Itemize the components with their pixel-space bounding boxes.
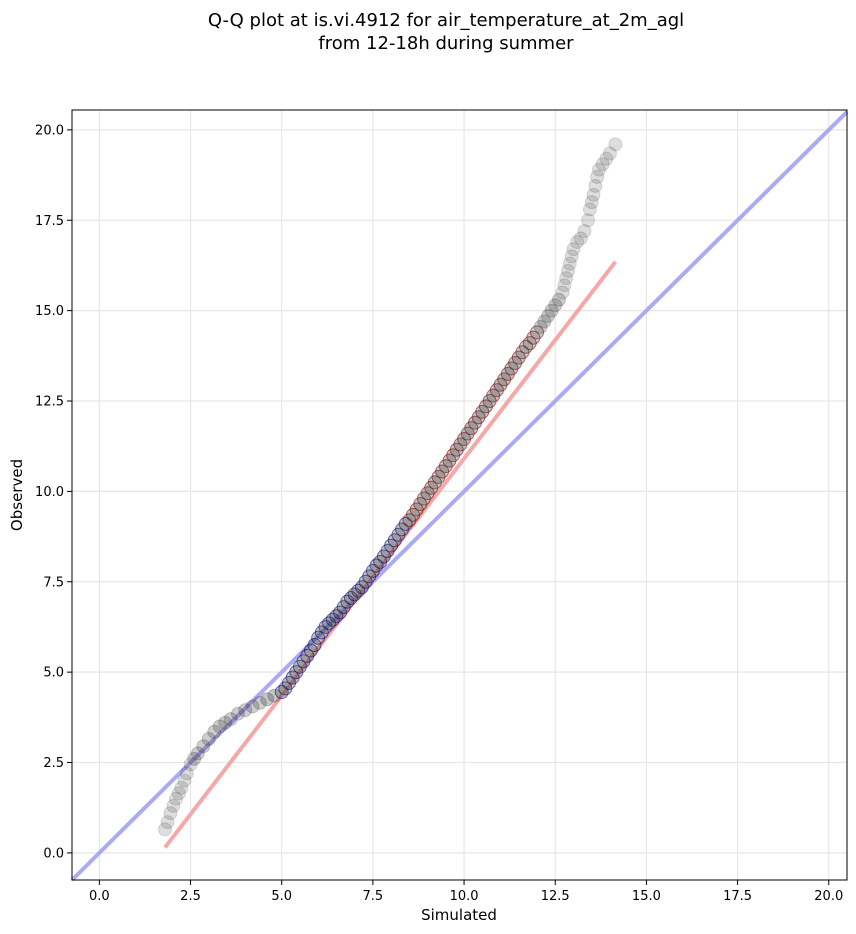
chart-title: Q-Q plot at is.vi.4912 for air_temperatu… <box>208 10 684 31</box>
qq-point <box>160 815 175 830</box>
qq-point <box>260 692 275 707</box>
scatter-points <box>158 137 623 837</box>
x-tick-label: 5.0 <box>271 889 292 904</box>
y-tick-label: 5.0 <box>43 666 64 681</box>
qq-point <box>183 757 198 772</box>
qq-point <box>559 271 574 286</box>
qq-point <box>590 169 605 184</box>
reference-line-group <box>70 110 849 882</box>
qq-point <box>561 263 575 278</box>
y-tick-label: 2.5 <box>43 756 64 771</box>
y-tick-label: 20.0 <box>35 123 64 138</box>
qq-point <box>540 309 555 324</box>
x-tick-label: 0.0 <box>89 889 110 904</box>
y-tick-label: 10.0 <box>35 485 64 500</box>
qq-point <box>592 162 606 177</box>
qq-point <box>562 256 577 271</box>
qq-point <box>252 695 267 710</box>
qq-point <box>174 780 189 795</box>
qq-point <box>307 638 322 653</box>
qq-point <box>230 706 245 721</box>
x-axis-label: Simulated <box>421 906 497 924</box>
qq-point <box>166 798 181 813</box>
qq-point <box>595 157 610 172</box>
qq-point <box>544 303 559 318</box>
one-to-one-reference-line <box>70 110 849 882</box>
qq-point <box>196 739 211 754</box>
y-tick-label: 12.5 <box>35 395 64 410</box>
qq-point <box>218 715 233 730</box>
x-tick-label: 15.0 <box>632 889 661 904</box>
qq-point <box>557 278 572 293</box>
qq-point <box>179 766 194 781</box>
qq-point <box>207 724 222 739</box>
qq-point <box>201 732 216 747</box>
qq-point <box>187 751 202 766</box>
y-axis-label: Observed <box>8 459 26 531</box>
qq-point <box>168 791 183 806</box>
y-tick-label: 17.5 <box>35 214 64 229</box>
qq-point <box>551 292 566 307</box>
qq-point <box>548 298 563 313</box>
x-tick-label: 7.5 <box>363 889 384 904</box>
qq-point <box>566 242 581 257</box>
qq-point <box>564 249 579 264</box>
qq-point <box>245 699 260 714</box>
qq-point <box>582 202 597 217</box>
qq-point <box>581 213 596 228</box>
qq-point <box>588 178 603 193</box>
x-tick-label: 10.0 <box>450 889 479 904</box>
qq-point <box>555 285 570 300</box>
qq-point <box>599 151 614 166</box>
qq-point <box>586 187 601 202</box>
qq-point <box>238 703 253 718</box>
qq-point <box>584 195 599 210</box>
y-tick-label: 15.0 <box>35 304 64 319</box>
grid-lines <box>72 110 847 880</box>
axis-ticks: 0.0 2.5 5.0 7.5 10.0 12.5 15.0 17.5 20.0 0.0 2.5 5.… <box>35 123 843 904</box>
qq-point <box>537 314 552 329</box>
qq-point <box>570 234 585 249</box>
y-tick-label: 7.5 <box>43 575 64 590</box>
x-tick-label: 12.5 <box>541 889 570 904</box>
y-tick-label: 0.0 <box>43 846 64 861</box>
qq-point <box>577 224 592 239</box>
qq-point <box>573 231 588 246</box>
x-tick-label: 17.5 <box>723 889 752 904</box>
qq-point <box>602 146 617 161</box>
qq-point <box>608 137 623 152</box>
x-tick-label: 2.5 <box>180 889 201 904</box>
qq-point <box>267 688 282 703</box>
plot-area-frame <box>71 109 848 881</box>
qq-point <box>212 719 227 734</box>
qq-point <box>533 319 548 334</box>
qq-point <box>163 806 178 821</box>
chart-subtitle: from 12-18h during summer <box>318 33 574 54</box>
qq-point <box>190 746 205 761</box>
qq-point <box>223 712 238 727</box>
qq-point <box>177 773 192 788</box>
qq-point <box>158 822 172 837</box>
qq-point <box>530 325 544 340</box>
qq-point <box>171 786 186 801</box>
x-tick-label: 20.0 <box>814 889 843 904</box>
